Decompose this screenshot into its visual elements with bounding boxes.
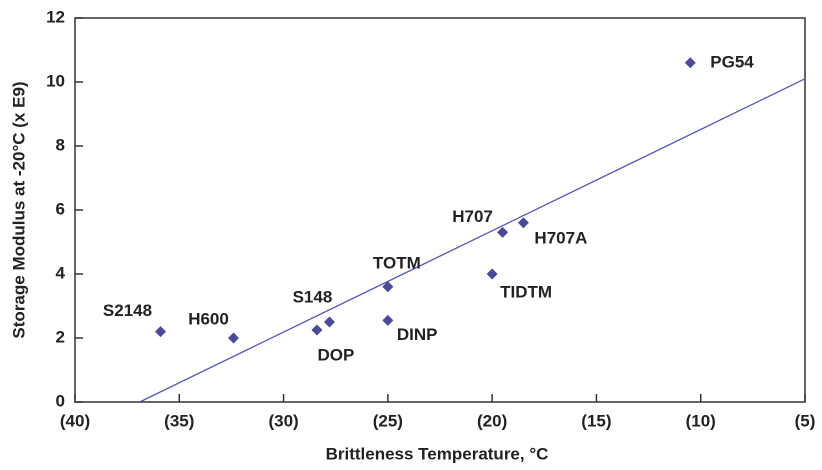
y-tick-label: 10 <box>46 71 65 90</box>
point-label: S2148 <box>103 301 152 320</box>
data-point <box>382 314 394 326</box>
y-tick-label: 0 <box>56 391 65 410</box>
data-point <box>228 332 240 344</box>
data-point <box>497 226 509 238</box>
y-tick-label: 2 <box>56 327 65 346</box>
point-label: H600 <box>188 309 229 328</box>
point-label: S148 <box>293 287 333 306</box>
trend-line <box>139 78 806 403</box>
point-label: PG54 <box>710 52 754 71</box>
y-tick-label: 8 <box>56 135 65 154</box>
x-axis-title: Brittleness Temperature, °C <box>326 444 549 463</box>
point-label: H707 <box>452 207 493 226</box>
y-axis-title: Storage Modulus at -20°C (x E9) <box>9 81 28 338</box>
x-tick-label: (15) <box>581 411 611 430</box>
plot-frame <box>74 17 806 403</box>
x-tick-label: (25) <box>373 411 403 430</box>
y-tick-label: 4 <box>56 263 66 282</box>
x-tick-label: (5) <box>795 411 816 430</box>
point-label: TOTM <box>373 253 421 272</box>
point-label: H707A <box>534 228 587 247</box>
data-point <box>486 268 498 280</box>
x-tick-label: (35) <box>164 411 194 430</box>
data-point <box>684 57 696 69</box>
data-point <box>323 316 335 328</box>
x-tick-label: (40) <box>60 411 90 430</box>
point-label: DINP <box>397 325 438 344</box>
y-tick-label: 6 <box>56 199 65 218</box>
y-tick-label: 12 <box>46 7 65 26</box>
point-label: TIDTM <box>500 282 552 301</box>
data-point <box>311 324 323 336</box>
data-point <box>155 326 167 338</box>
x-tick-label: (10) <box>686 411 716 430</box>
x-tick-label: (20) <box>477 411 507 430</box>
data-point <box>517 217 529 229</box>
x-tick-label: (30) <box>268 411 298 430</box>
point-label: DOP <box>318 345 355 364</box>
data-point <box>382 281 394 293</box>
